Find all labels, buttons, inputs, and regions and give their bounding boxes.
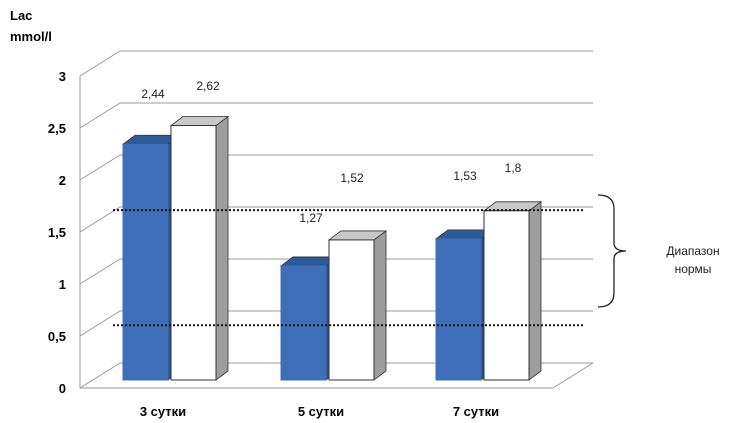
y-axis-title: Lac mmol/l — [10, 8, 52, 44]
normal-range-annotation: Диапазон нормы — [597, 194, 720, 308]
side-gridline — [79, 102, 121, 129]
y-tick-label: 0 — [59, 381, 66, 396]
bar — [169, 115, 230, 381]
bar-front — [483, 210, 530, 381]
y-tick-labels: 0 0,5 1 1,5 2 2,5 3 — [48, 69, 66, 396]
side-gridline — [79, 206, 121, 233]
y-axis-title-line-2: mmol/l — [10, 29, 52, 44]
brace-icon — [597, 194, 627, 308]
data-labels: 2,44 1,27 1,53 2,62 1,52 1,8 — [141, 79, 521, 225]
y-axis-title-line-1: Lac — [10, 8, 32, 23]
bar-front — [170, 125, 217, 381]
data-label: 1,53 — [453, 169, 477, 183]
bar-side — [373, 230, 387, 381]
bar-side — [528, 201, 542, 381]
bar-front — [122, 143, 169, 381]
category-label: 5 сутки — [298, 404, 344, 419]
bar-side — [215, 115, 229, 381]
bar — [327, 230, 388, 381]
normal-range-note-line-2: нормы — [675, 262, 712, 276]
normal-range-note-line-1: Диапазон — [666, 244, 719, 258]
data-label: 1,8 — [505, 161, 522, 175]
category-label: 3 сутки — [140, 404, 186, 419]
bars — [121, 115, 543, 381]
data-label: 1,52 — [340, 171, 364, 185]
bar-front — [435, 238, 482, 381]
bar-front — [280, 265, 327, 381]
side-gridline — [79, 310, 121, 337]
data-label: 1,27 — [299, 211, 323, 225]
side-gridline — [79, 258, 121, 285]
y-tick-label: 2 — [59, 173, 66, 188]
side-gridline — [79, 362, 121, 389]
category-labels: 3 сутки 5 сутки 7 сутки — [140, 404, 499, 419]
side-gridline — [79, 50, 121, 77]
y-tick-label: 1 — [59, 277, 66, 292]
y-tick-label: 2,5 — [48, 121, 66, 136]
data-label: 2,62 — [196, 79, 220, 93]
floor-edge — [552, 362, 594, 389]
bar-front — [328, 239, 375, 381]
bar — [482, 201, 543, 381]
data-label: 2,44 — [141, 87, 165, 101]
category-label: 7 сутки — [453, 404, 499, 419]
y-tick-label: 1,5 — [48, 225, 66, 240]
y-tick-label: 0,5 — [48, 329, 66, 344]
reference-lines — [113, 209, 585, 327]
side-gridline — [79, 154, 121, 181]
y-tick-label: 3 — [59, 69, 66, 84]
